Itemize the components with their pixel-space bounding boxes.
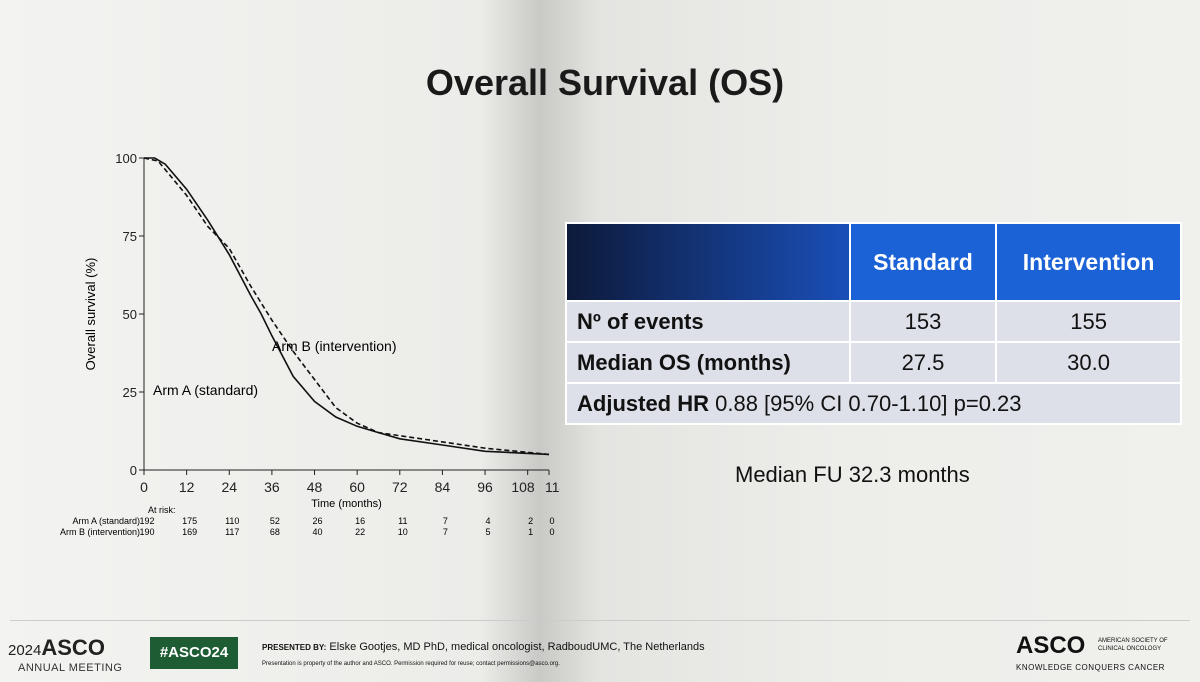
at-risk-value: 5 xyxy=(486,527,491,537)
meeting-label: ANNUAL MEETING xyxy=(18,662,123,674)
x-tick-label: 96 xyxy=(477,479,493,495)
slide-title: Overall Survival (OS) xyxy=(425,62,785,103)
at-risk-value: 7 xyxy=(443,516,448,526)
at-risk-value: 175 xyxy=(182,516,197,526)
at-risk-row-label: Arm A (standard) xyxy=(72,516,140,526)
hr-label: Adjusted HR xyxy=(577,390,709,416)
hr-value: 0.88 [95% CI 0.70-1.10] p=0.23 xyxy=(715,390,1022,416)
cell: 27.5 xyxy=(848,341,998,384)
at-risk-value: 192 xyxy=(139,516,154,526)
asco-logo: ASCO xyxy=(1016,632,1086,659)
median-fu: Median FU 32.3 months xyxy=(735,462,970,487)
x-tick-label: 72 xyxy=(392,479,408,495)
x-tick-label: 24 xyxy=(221,479,237,495)
y-tick-label: 75 xyxy=(123,229,137,244)
at-risk-value: 52 xyxy=(270,516,280,526)
x-tick-label: 36 xyxy=(264,479,280,495)
row-label: Median OS (months) xyxy=(565,341,851,384)
x-tick-label: 48 xyxy=(307,479,323,495)
series-label-arm-b: Arm B (intervention) xyxy=(272,338,396,354)
x-tick-label: 108 xyxy=(511,479,535,495)
cell: 30.0 xyxy=(995,341,1182,384)
at-risk-value: 0 xyxy=(549,516,554,526)
at-risk-value: 68 xyxy=(270,527,280,537)
at-risk-value: 110 xyxy=(225,516,239,526)
x-tick-label: 60 xyxy=(349,479,365,495)
at-risk-value: 26 xyxy=(313,516,323,526)
society-name: AMERICAN SOCIETY OF CLINICAL ONCOLOGY xyxy=(1098,638,1168,652)
cell: 153 xyxy=(848,300,998,343)
header-standard: Standard xyxy=(848,222,998,302)
x-axis-label: Time (months) xyxy=(311,498,382,510)
at-risk-value: 4 xyxy=(486,516,491,526)
at-risk-value: 117 xyxy=(225,527,239,537)
at-risk-label: At risk: xyxy=(148,505,176,515)
row-label: Nº of events xyxy=(565,300,851,343)
at-risk-value: 11 xyxy=(398,516,407,526)
series-line-arm-b xyxy=(143,157,550,456)
x-tick-label: 114 xyxy=(545,479,560,495)
copyright-note: Presentation is property of the author a… xyxy=(262,661,560,667)
y-axis-label: Overall survival (%) xyxy=(83,258,98,371)
x-tick-label: 0 xyxy=(140,479,148,495)
presenter: PRESENTED BY: Elske Gootjes, MD PhD, med… xyxy=(262,641,705,653)
at-risk-value: 16 xyxy=(355,516,365,526)
at-risk-value: 22 xyxy=(355,527,365,537)
at-risk-value: 169 xyxy=(182,527,197,537)
y-tick-label: 50 xyxy=(123,307,137,322)
at-risk-value: 0 xyxy=(549,527,554,537)
y-tick-label: 0 xyxy=(130,463,137,478)
at-risk-value: 2 xyxy=(528,516,533,526)
results-table: Standard Intervention Nº of events 153 155 … xyxy=(565,222,1182,425)
x-tick-label: 84 xyxy=(435,479,451,495)
at-risk-value: 1 xyxy=(528,527,533,537)
footer-divider xyxy=(10,620,1190,621)
at-risk-value: 7 xyxy=(443,527,448,537)
cell: 155 xyxy=(995,300,1182,343)
x-tick-label: 12 xyxy=(179,479,195,495)
y-tick-label: 100 xyxy=(115,151,137,166)
at-risk-value: 40 xyxy=(313,527,323,537)
y-tick-label: 25 xyxy=(123,385,137,400)
survival-chart: 012243648607284961081140255075100Time (m… xyxy=(60,151,560,537)
at-risk-row-label: Arm B (intervention) xyxy=(60,527,140,537)
hashtag-badge: #ASCO24 xyxy=(150,637,238,669)
at-risk-value: 10 xyxy=(398,527,408,537)
header-intervention: Intervention xyxy=(995,222,1182,302)
asco-meeting-logo: 2024ASCO xyxy=(8,635,105,660)
tagline: KNOWLEDGE CONQUERS CANCER xyxy=(1016,663,1165,672)
series-line-arm-a xyxy=(144,157,550,456)
at-risk-value: 190 xyxy=(139,527,154,537)
series-label-arm-a: Arm A (standard) xyxy=(153,382,258,398)
header-blank xyxy=(565,222,851,302)
